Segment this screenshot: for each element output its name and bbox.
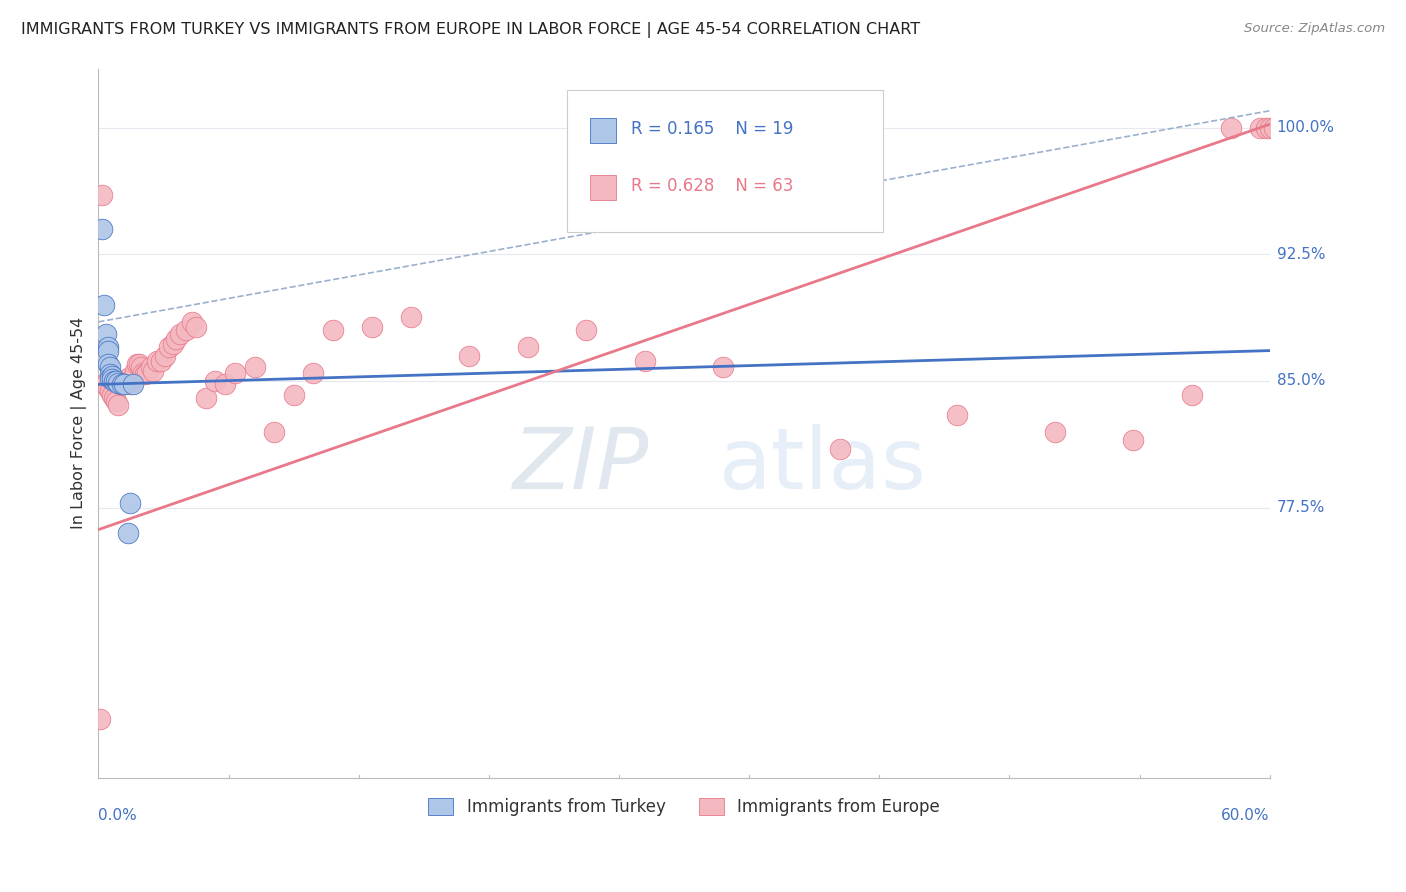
Bar (591, 175, 616, 200)
Point (101, 387, 124, 401)
Point (204, 374, 226, 388)
Point (124, 364, 146, 378)
Text: 0.0%: 0.0% (98, 808, 138, 823)
Text: atlas: atlas (720, 425, 927, 508)
Point (134, 368, 156, 382)
Point (121, 374, 143, 388)
Point (114, 374, 136, 388)
Point (830, 442, 852, 456)
Text: IMMIGRANTS FROM TURKEY VS IMMIGRANTS FROM EUROPE IN LABOR FORCE | AGE 45-54 CORR: IMMIGRANTS FROM TURKEY VS IMMIGRANTS FRO… (21, 22, 920, 38)
Point (118, 495, 141, 509)
Point (107, 398, 129, 412)
Text: 77.5%: 77.5% (1277, 500, 1324, 516)
Point (169, 326, 191, 341)
Text: 100.0%: 100.0% (1277, 120, 1334, 135)
Point (96, 326, 118, 341)
Point (634, 353, 657, 368)
Text: 85.0%: 85.0% (1277, 374, 1324, 389)
Point (1043, 425, 1066, 439)
Point (1254, 120, 1277, 135)
Point (122, 377, 145, 392)
Y-axis label: In Labor Force | Age 45-54: In Labor Force | Age 45-54 (72, 317, 87, 529)
Point (97, 340, 120, 354)
Point (1122, 433, 1144, 447)
Point (1219, 120, 1241, 135)
Point (1249, 120, 1271, 135)
Point (91, 222, 114, 236)
Point (93, 377, 115, 392)
Point (93, 298, 115, 312)
Point (98, 384, 121, 398)
Point (458, 349, 481, 363)
Point (165, 332, 187, 346)
Point (104, 394, 127, 409)
Point (322, 323, 344, 337)
Point (107, 376, 129, 390)
Point (224, 366, 246, 380)
Point (122, 370, 145, 384)
Point (1263, 120, 1285, 135)
Point (181, 315, 204, 329)
Point (132, 366, 155, 380)
Point (194, 391, 217, 405)
Text: 92.5%: 92.5% (1277, 247, 1326, 262)
Point (96, 377, 118, 392)
Point (127, 357, 149, 371)
Point (97, 343, 120, 358)
Point (117, 370, 139, 384)
Point (1258, 120, 1281, 135)
Point (360, 320, 382, 334)
Point (1181, 387, 1204, 401)
Point (157, 340, 180, 354)
Point (184, 320, 207, 334)
Text: ZIP: ZIP (513, 425, 650, 508)
Bar (591, 119, 616, 143)
Point (97, 357, 120, 371)
Point (112, 377, 135, 392)
Point (142, 364, 165, 378)
Point (131, 360, 153, 375)
Point (946, 408, 969, 422)
Point (214, 377, 236, 392)
Point (108, 377, 131, 392)
Point (283, 387, 305, 401)
Legend: Immigrants from Turkey, Immigrants from Europe: Immigrants from Turkey, Immigrants from … (422, 791, 946, 822)
Text: 60.0%: 60.0% (1222, 808, 1270, 823)
Point (149, 353, 172, 368)
Point (111, 377, 134, 392)
Point (111, 377, 134, 392)
Point (101, 368, 124, 383)
Point (101, 372, 124, 386)
Point (112, 377, 135, 392)
Point (98, 360, 121, 375)
Point (243, 360, 266, 375)
Point (136, 366, 159, 380)
Point (174, 323, 197, 337)
Point (139, 360, 162, 375)
Text: R = 0.165    N = 19: R = 0.165 N = 19 (631, 120, 794, 138)
Point (162, 336, 184, 351)
Point (711, 360, 734, 375)
Point (97, 381, 120, 395)
Point (117, 526, 139, 541)
Point (146, 353, 169, 368)
Point (103, 391, 125, 405)
Point (103, 374, 125, 388)
Point (575, 323, 598, 337)
Point (302, 366, 325, 380)
Point (263, 425, 285, 439)
Point (118, 377, 141, 392)
FancyBboxPatch shape (567, 90, 883, 232)
Point (89, 712, 111, 726)
Point (153, 349, 176, 363)
Point (399, 310, 422, 324)
Point (98, 368, 121, 382)
Text: R = 0.628    N = 63: R = 0.628 N = 63 (631, 177, 794, 194)
Point (516, 340, 538, 354)
Point (104, 374, 127, 388)
Point (91, 188, 114, 202)
Point (98, 370, 121, 384)
Point (128, 357, 150, 371)
Text: Source: ZipAtlas.com: Source: ZipAtlas.com (1244, 22, 1385, 36)
